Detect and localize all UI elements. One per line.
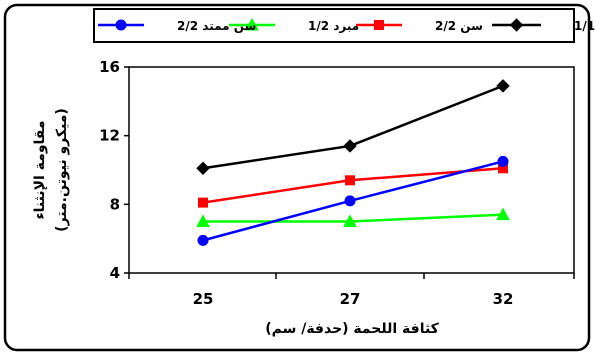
series xyxy=(196,79,510,246)
data-point xyxy=(197,234,209,246)
data-point xyxy=(196,214,210,227)
legend-item: سن 2/2 xyxy=(356,19,483,33)
y-tick-label: 16 xyxy=(99,58,120,76)
x-tick-label: 25 xyxy=(193,290,214,308)
x-tick-label: 32 xyxy=(493,290,514,308)
chart-frame xyxy=(3,3,591,352)
data-point xyxy=(345,175,355,186)
data-point xyxy=(497,155,509,167)
y-tick-label: 8 xyxy=(110,195,120,213)
series-group xyxy=(198,163,508,208)
legend-item: سادة 1/1 xyxy=(492,18,595,33)
data-point xyxy=(496,79,510,93)
y-axis-title-line1: مقاومة الإنثناء xyxy=(32,120,48,219)
series-group xyxy=(196,79,510,175)
legend-marker xyxy=(509,18,524,32)
plot-area xyxy=(128,66,575,274)
x-tick-label: 27 xyxy=(340,290,361,308)
series-group xyxy=(196,207,510,227)
axes: 4 8 12 16 25 27 32 xyxy=(99,58,575,308)
legend-label: سادة 1/1 xyxy=(574,19,595,33)
data-point xyxy=(198,197,208,208)
legend-item: سن ممتد 2/2 xyxy=(98,19,256,33)
legend: سادة 1/1 سن 2/2 مبرد 1/2 سن ممتد 2/2 xyxy=(98,17,595,33)
y-tick-label: 12 xyxy=(99,127,120,145)
legend-label: مبرد 1/2 xyxy=(308,19,359,33)
series-group xyxy=(197,155,509,246)
legend-item: مبرد 1/2 xyxy=(229,17,359,33)
x-axis-title: كثافة اللحمة (حدفة/ سم) xyxy=(265,321,439,337)
y-axis-title-line2: (ميكرو نيوتن.متر) xyxy=(54,108,70,232)
y-tick-label: 4 xyxy=(110,264,120,282)
data-point xyxy=(196,161,210,175)
legend-marker xyxy=(115,19,127,31)
legend-marker xyxy=(374,20,384,30)
legend-label: سن ممتد 2/2 xyxy=(177,19,256,33)
data-point xyxy=(498,163,508,174)
data-point xyxy=(496,207,510,221)
data-point xyxy=(343,214,357,227)
legend-marker xyxy=(245,17,259,31)
data-point xyxy=(343,139,357,153)
data-point xyxy=(344,195,356,207)
legend-label: سن 2/2 xyxy=(435,19,483,33)
